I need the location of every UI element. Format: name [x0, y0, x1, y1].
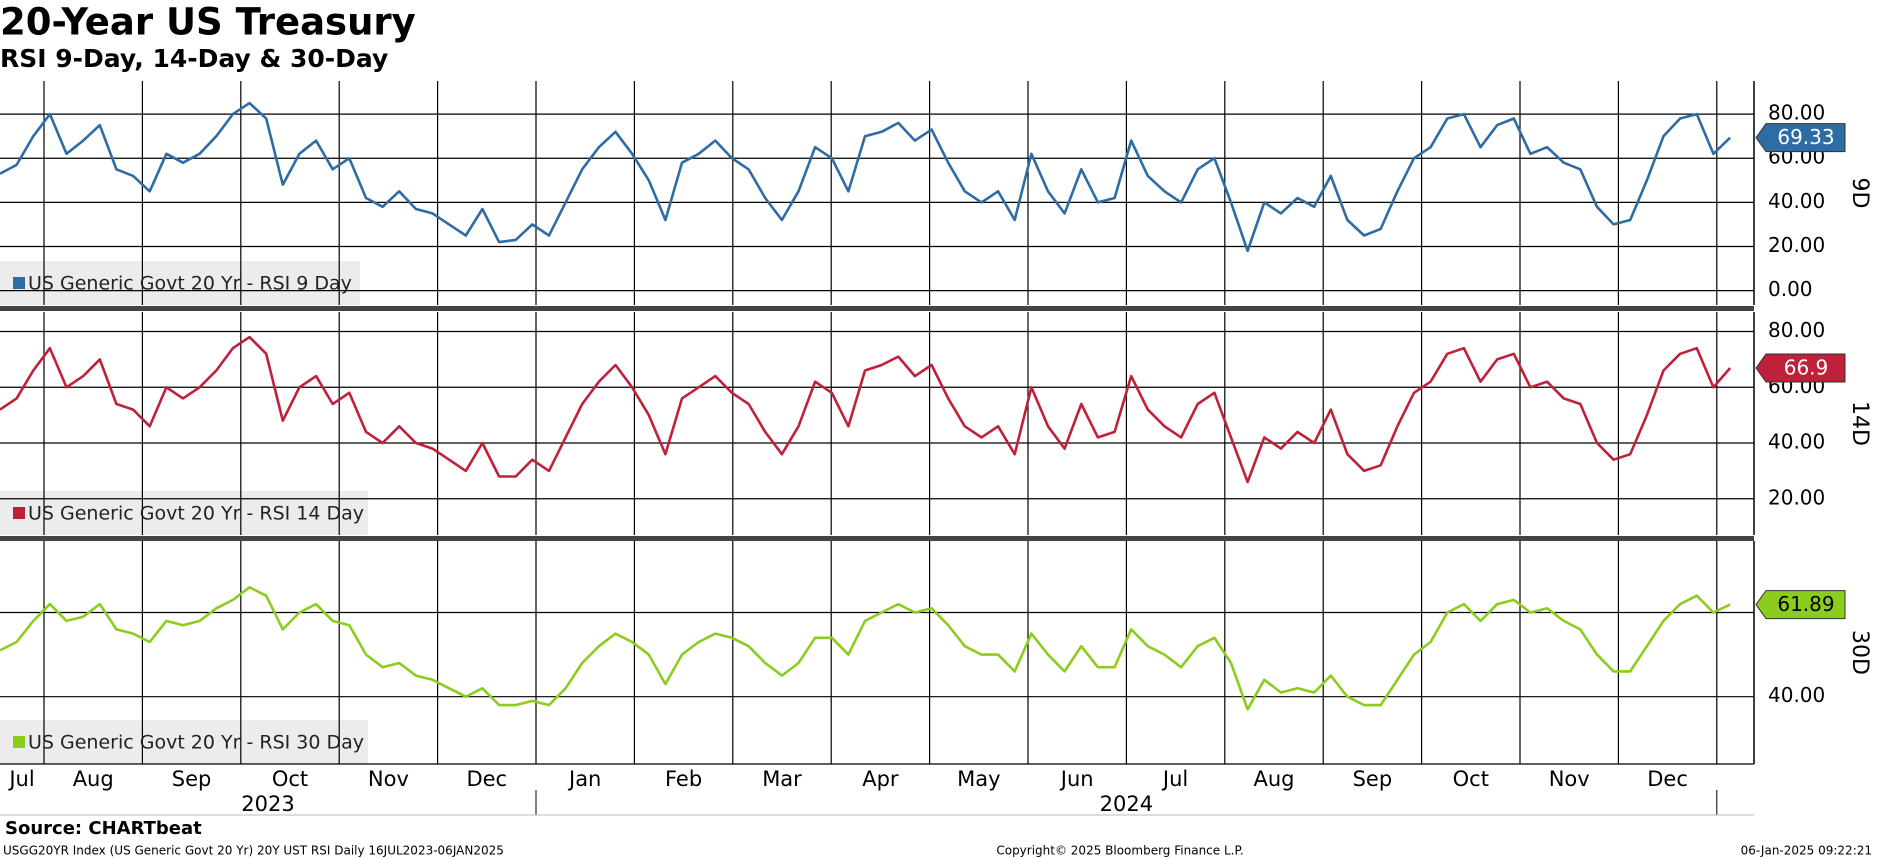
footer-left: USGG20YR Index (US Generic Govt 20 Yr) 2… [3, 844, 504, 858]
legend-swatch [13, 277, 25, 289]
panel-label: 14D [1847, 401, 1872, 446]
y-tick-label: 20.00 [1768, 233, 1825, 257]
y-tick-label: 0.00 [1768, 277, 1813, 301]
x-tick-label: Nov [1549, 767, 1590, 791]
x-tick-label: Oct [1453, 767, 1489, 791]
legend-box [0, 261, 360, 305]
x-tick-label: Dec [466, 767, 507, 791]
x-tick-label: Jan [567, 767, 601, 791]
last-value-badge [1755, 590, 1846, 620]
last-value-badge [1755, 353, 1846, 383]
y-tick-label: 80.00 [1768, 318, 1825, 342]
footer-right: 06-Jan-2025 09:22:21 [1741, 844, 1872, 858]
last-value-label: 69.33 [1777, 125, 1834, 149]
legend-box [0, 720, 368, 764]
panel-separator [0, 536, 1754, 541]
chart-title: 20-Year US Treasury [0, 1, 416, 44]
x-tick-label: Dec [1647, 767, 1688, 791]
legend-swatch [13, 736, 25, 748]
last-value-label: 66.9 [1784, 356, 1829, 380]
x-tick-label: Sep [1353, 767, 1393, 791]
x-tick-label: Feb [665, 767, 702, 791]
source: Source: CHARTbeat [5, 818, 202, 839]
series-line [0, 335, 1732, 484]
x-tick-label: Mar [762, 767, 802, 791]
x-tick-label: Aug [1253, 767, 1294, 791]
legend-label: US Generic Govt 20 Yr - RSI 14 Day [28, 503, 364, 525]
x-tick-label: Jul [7, 767, 34, 791]
last-value-badge [1755, 123, 1846, 153]
y-tick-label: 20.00 [1768, 485, 1825, 509]
panel-label: 30D [1847, 630, 1872, 675]
year-label: 2023 [241, 792, 294, 816]
x-tick-label: Sep [172, 767, 212, 791]
x-tick-label: Jul [1161, 767, 1188, 791]
x-tick-label: Nov [368, 767, 409, 791]
y-tick-label: 40.00 [1768, 683, 1825, 707]
year-label: 2024 [1100, 792, 1153, 816]
legend-swatch [13, 507, 25, 519]
y-tick-label: 40.00 [1768, 189, 1825, 213]
y-tick-label: 80.00 [1768, 101, 1825, 125]
series-line [0, 586, 1731, 711]
x-tick-label: Aug [73, 767, 114, 791]
footer-center: Copyright© 2025 Bloomberg Finance L.P. [996, 844, 1243, 858]
x-tick-label: May [957, 767, 1000, 791]
legend-label: US Generic Govt 20 Yr - RSI 30 Day [28, 732, 364, 754]
panel-label: 9D [1847, 178, 1872, 209]
y-tick-label: 40.00 [1768, 430, 1825, 454]
panel-separator [0, 306, 1754, 311]
x-tick-label: Jun [1059, 767, 1094, 791]
chart-subtitle: RSI 9-Day, 14-Day & 30-Day [0, 44, 388, 73]
series-line [0, 101, 1732, 253]
legend-label: US Generic Govt 20 Yr - RSI 9 Day [28, 273, 352, 295]
last-value-label: 61.89 [1777, 592, 1834, 616]
x-tick-label: Oct [272, 767, 308, 791]
x-tick-label: Apr [862, 767, 899, 791]
